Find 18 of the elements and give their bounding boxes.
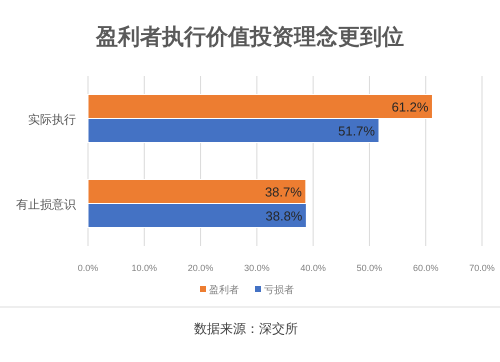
x-tick-label: 30.0% <box>244 263 270 273</box>
x-tick-label: 10.0% <box>132 263 158 273</box>
x-tick-label: 0.0% <box>78 263 98 273</box>
data-label: 38.7% <box>264 184 302 200</box>
source-note: 数据来源：深交所 <box>194 321 298 336</box>
chart-title: 盈利者执行价值投资理念更到位 <box>95 24 404 49</box>
data-label: 38.8% <box>266 208 303 224</box>
x-tick-label: 40.0% <box>300 263 326 273</box>
y-tick-label: 有止损意识 <box>16 198 76 212</box>
x-tick-label: 70.0% <box>469 263 495 273</box>
legend-label: 亏损者 <box>264 284 294 296</box>
x-tick-label: 60.0% <box>412 263 438 273</box>
legend-label: 盈利者 <box>209 284 239 296</box>
data-label: 61.2% <box>392 100 429 114</box>
y-tick-label: 实际执行 <box>28 112 76 126</box>
data-label: 51.7% <box>338 124 376 138</box>
x-tick-label: 50.0% <box>356 263 382 273</box>
x-tick-label: 20.0% <box>188 263 214 273</box>
